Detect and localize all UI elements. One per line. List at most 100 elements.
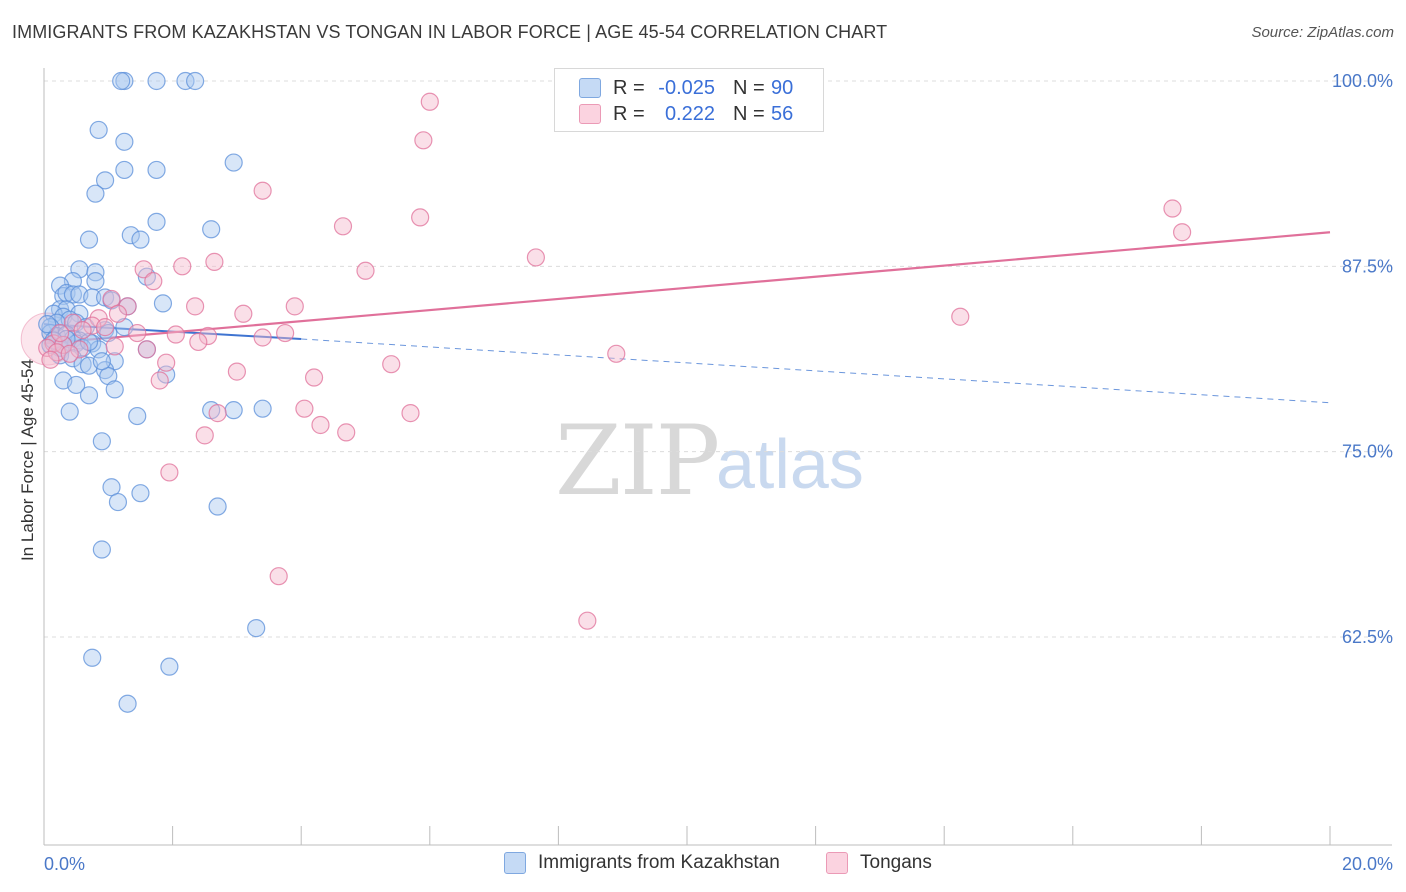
point-tongans bbox=[234, 304, 253, 323]
point-kazakhstan bbox=[224, 153, 243, 172]
point-tongans bbox=[411, 208, 430, 227]
point-kazakhstan bbox=[115, 160, 134, 180]
point-tongans bbox=[144, 272, 163, 291]
data-points bbox=[20, 71, 1192, 713]
point-tongans bbox=[38, 338, 57, 357]
point-kazakhstan bbox=[89, 120, 108, 140]
y-tick-label: 75.0% bbox=[1342, 442, 1393, 462]
legend-row-tongans: R = 0.222 N = 56 bbox=[579, 101, 793, 127]
legend-n-value: 90 bbox=[771, 76, 794, 99]
point-tongans bbox=[269, 567, 288, 586]
point-tongans bbox=[356, 261, 375, 280]
legend-item-tongans[interactable]: Tongans bbox=[826, 852, 932, 874]
point-kazakhstan bbox=[79, 386, 99, 405]
point-tongans bbox=[118, 297, 137, 316]
point-kazakhstan bbox=[92, 352, 111, 371]
point-tongans bbox=[195, 426, 214, 445]
point-tongans bbox=[205, 252, 224, 271]
point-tongans bbox=[285, 297, 304, 316]
point-kazakhstan bbox=[160, 657, 179, 676]
point-tongans bbox=[186, 297, 205, 316]
point-tongans bbox=[50, 323, 70, 343]
point-tongans bbox=[401, 404, 420, 423]
point-tongans bbox=[89, 309, 108, 328]
point-kazakhstan bbox=[153, 294, 173, 313]
x-tick-label: 20.0% bbox=[1342, 854, 1393, 874]
point-tongans bbox=[137, 340, 156, 359]
point-kazakhstan bbox=[147, 212, 166, 231]
point-tongans bbox=[333, 217, 353, 236]
point-tongans bbox=[134, 260, 153, 279]
chart-title: IMMIGRANTS FROM KAZAKHSTAN VS TONGAN IN … bbox=[12, 22, 888, 42]
point-kazakhstan bbox=[86, 184, 105, 203]
point-tongans bbox=[60, 344, 79, 363]
point-tongans bbox=[414, 131, 433, 150]
point-kazakhstan bbox=[186, 71, 205, 91]
point-tongans bbox=[73, 320, 92, 340]
trend-line-tongans bbox=[43, 231, 1331, 345]
point-tongans bbox=[70, 340, 89, 359]
point-tongans bbox=[951, 307, 970, 326]
point-kazakhstan bbox=[118, 694, 137, 713]
point-kazakhstan bbox=[108, 492, 128, 512]
point-tongans bbox=[63, 313, 83, 332]
legend-item-kazakhstan[interactable]: Immigrants from Kazakhstan bbox=[504, 852, 780, 874]
point-tongans bbox=[276, 323, 295, 343]
y-tick-label: 62.5% bbox=[1342, 627, 1393, 647]
point-tongans bbox=[189, 332, 208, 352]
legend-row-kazakhstan: R = -0.025 N = 90 bbox=[579, 75, 793, 101]
legend-r-value: -0.025 bbox=[658, 76, 715, 99]
point-kazakhstan bbox=[105, 380, 124, 399]
point-tongans bbox=[1163, 199, 1182, 218]
legend-r-value: 0.222 bbox=[664, 102, 715, 125]
point-kazakhstan bbox=[202, 220, 221, 239]
legend-n-label: N = bbox=[733, 102, 765, 125]
point-kazakhstan bbox=[54, 286, 73, 306]
watermark-zip: ZIP bbox=[555, 405, 720, 517]
point-kazakhstan bbox=[73, 355, 92, 374]
legend-swatch-kazakhstan bbox=[504, 852, 526, 874]
point-kazakhstan bbox=[95, 171, 115, 190]
legend-label-tongans: Tongans bbox=[860, 852, 932, 873]
grid-lines bbox=[44, 80, 1392, 638]
point-tongans bbox=[105, 337, 124, 356]
series-legend: Immigrants from Kazakhstan Tongans bbox=[0, 852, 1406, 878]
point-tongans bbox=[95, 318, 115, 337]
point-kazakhstan bbox=[83, 648, 102, 667]
point-kazakhstan bbox=[83, 288, 102, 307]
point-kazakhstan bbox=[176, 71, 195, 91]
point-tongans bbox=[253, 181, 272, 200]
point-tongans bbox=[526, 248, 545, 267]
point-tongans bbox=[295, 399, 314, 418]
trend-lines bbox=[43, 231, 1331, 404]
point-kazakhstan bbox=[208, 497, 227, 516]
point-tongans bbox=[157, 353, 176, 372]
point-tongans bbox=[108, 304, 128, 323]
point-tongans bbox=[198, 326, 218, 346]
source-label: Source: ZipAtlas.com bbox=[1251, 24, 1394, 41]
point-kazakhstan bbox=[50, 276, 70, 295]
point-kazakhstan bbox=[131, 230, 150, 249]
point-tongans bbox=[128, 323, 147, 343]
point-kazakhstan bbox=[147, 71, 166, 91]
axes bbox=[43, 68, 1392, 846]
point-kazakhstan bbox=[224, 401, 243, 420]
legend-n-value: 56 bbox=[771, 102, 794, 125]
legend-swatch-tongans bbox=[579, 104, 601, 124]
point-kazakhstan bbox=[60, 402, 79, 421]
point-kazakhstan bbox=[121, 226, 140, 245]
point-tongans bbox=[337, 423, 356, 442]
legend-label-kazakhstan: Immigrants from Kazakhstan bbox=[538, 852, 780, 873]
legend-swatch-kazakhstan bbox=[579, 78, 601, 98]
point-kazakhstan bbox=[128, 406, 147, 426]
point-tongans bbox=[607, 344, 626, 363]
point-kazakhstan bbox=[38, 315, 57, 334]
point-tongans bbox=[227, 362, 246, 381]
point-kazakhstan bbox=[131, 484, 150, 503]
legend-n-label: N = bbox=[733, 76, 765, 99]
point-kazakhstan bbox=[147, 160, 166, 180]
legend-r-label: R = bbox=[613, 76, 645, 99]
point-tongans bbox=[160, 463, 179, 482]
point-kazakhstan bbox=[92, 432, 111, 451]
point-tongans bbox=[173, 257, 192, 276]
